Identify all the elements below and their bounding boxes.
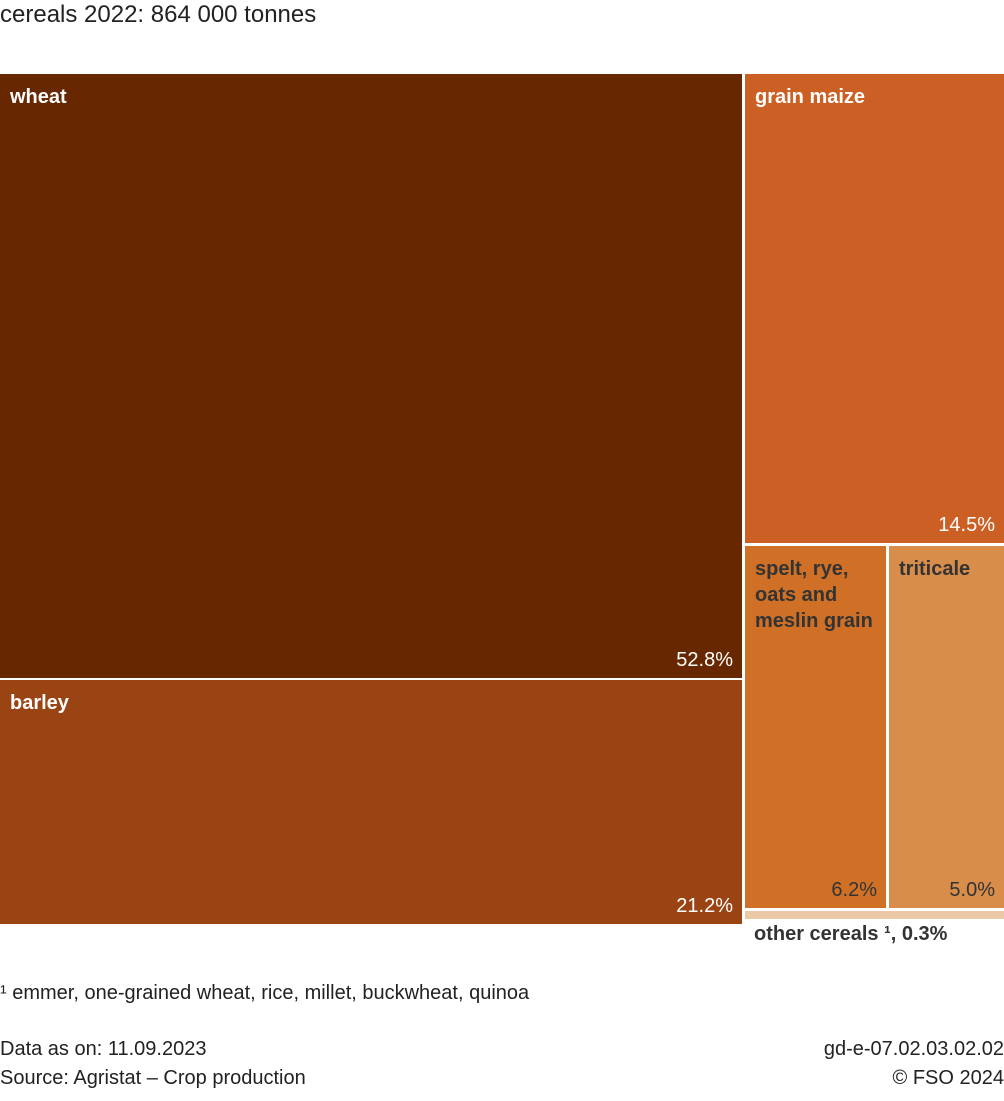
meta-right: gd-e-07.02.03.02.02 © FSO 2024 — [824, 1035, 1004, 1093]
treemap: wheat 52.8% barley 21.2% grain maize 14.5% spe… — [0, 74, 1004, 924]
graphic-code: gd-e-07.02.03.02.02 — [823, 1038, 1004, 1060]
other-cereals-label: other cereals ¹, 0.3% — [754, 923, 948, 945]
source: Source: Agristat – Crop production — [0, 1067, 306, 1089]
tile-value: 52.8% — [676, 649, 733, 671]
tile-grain-maize: grain maize 14.5% — [745, 74, 1004, 543]
tile-label: triticale — [899, 558, 971, 580]
tile-label: wheat — [10, 86, 67, 108]
tile-spelt-rye-oats-and-meslin-grain: spelt, rye, oats and meslin grain 6.2% — [745, 546, 886, 908]
tile-triticale: triticale 5.0% — [889, 546, 1004, 908]
tile-value: 5.0% — [949, 879, 995, 901]
tile-other-cereals — [745, 911, 1004, 919]
data-as-on: Data as on: 11.09.2023 — [0, 1038, 207, 1060]
tile-wheat: wheat 52.8% — [0, 74, 742, 678]
tile-value: 21.2% — [676, 895, 733, 917]
tile-value: 14.5% — [938, 514, 995, 536]
tile-label: grain maize — [755, 86, 866, 108]
tile-label: spelt, rye, oats and meslin grain — [755, 558, 873, 632]
meta-left: Data as on: 11.09.2023 Source: Agristat … — [0, 1035, 306, 1093]
copyright: © FSO 2024 — [892, 1067, 1004, 1089]
chart-title: cereals 2022: 864 000 tonnes — [0, 1, 317, 28]
footnote: ¹ emmer, one-grained wheat, rice, millet… — [0, 982, 530, 1004]
tile-barley: barley 21.2% — [0, 680, 742, 924]
tile-label: barley — [10, 692, 69, 714]
tile-value: 6.2% — [831, 879, 877, 901]
